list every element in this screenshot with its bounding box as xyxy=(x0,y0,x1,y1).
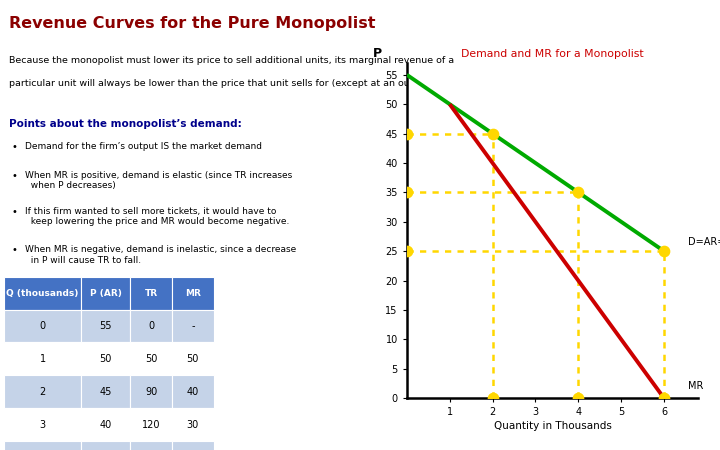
Bar xyxy=(130,375,172,408)
Bar xyxy=(81,310,130,342)
Point xyxy=(658,395,670,402)
Text: 30: 30 xyxy=(186,419,199,430)
Point xyxy=(401,248,413,255)
Text: P: P xyxy=(373,47,382,60)
Text: 40: 40 xyxy=(186,387,199,397)
Point xyxy=(487,130,498,137)
Text: If this firm wanted to sell more tickets, it would have to
  keep lowering the p: If this firm wanted to sell more tickets… xyxy=(24,207,289,226)
Bar xyxy=(4,342,81,375)
Bar xyxy=(81,441,130,450)
Text: 45: 45 xyxy=(99,387,112,397)
Bar xyxy=(130,342,172,375)
Bar xyxy=(4,277,81,310)
Bar xyxy=(172,375,214,408)
Text: 1: 1 xyxy=(40,354,45,364)
Text: 0: 0 xyxy=(148,321,154,331)
Bar xyxy=(4,375,81,408)
Point xyxy=(572,395,584,402)
Point xyxy=(487,395,498,402)
Text: When MR is negative, demand is inelastic, since a decrease
  in P will cause TR : When MR is negative, demand is inelastic… xyxy=(24,245,296,265)
Point xyxy=(658,248,670,255)
Bar xyxy=(81,408,130,441)
Text: Q (thousands): Q (thousands) xyxy=(6,289,78,298)
Text: Points about the monopolist’s demand:: Points about the monopolist’s demand: xyxy=(9,119,242,129)
Text: MR: MR xyxy=(688,382,703,392)
Text: MR: MR xyxy=(185,289,201,298)
Bar xyxy=(172,441,214,450)
Bar xyxy=(4,310,81,342)
Text: 0: 0 xyxy=(40,321,45,331)
Text: 90: 90 xyxy=(145,387,158,397)
Bar xyxy=(4,408,81,441)
Text: •: • xyxy=(12,207,17,217)
Bar xyxy=(172,408,214,441)
Title: Demand and MR for a Monopolist: Demand and MR for a Monopolist xyxy=(462,50,644,59)
Bar xyxy=(4,441,81,450)
Text: 50: 50 xyxy=(145,354,158,364)
Bar xyxy=(130,408,172,441)
Text: Because the monopolist must lower its price to sell additional units, its margin: Because the monopolist must lower its pr… xyxy=(9,56,454,65)
Text: Demand for the firm’s output IS the market demand: Demand for the firm’s output IS the mark… xyxy=(24,142,261,151)
Point xyxy=(572,189,584,196)
Text: 120: 120 xyxy=(142,419,161,430)
Bar xyxy=(172,277,214,310)
Text: •: • xyxy=(12,142,17,152)
Text: particular unit will always be lower than the price that unit sells for (except : particular unit will always be lower tha… xyxy=(9,79,458,88)
Bar xyxy=(172,342,214,375)
Point xyxy=(401,189,413,196)
X-axis label: Quantity in Thousands: Quantity in Thousands xyxy=(494,422,611,432)
Text: •: • xyxy=(12,171,17,181)
Bar xyxy=(81,277,130,310)
Text: -: - xyxy=(191,321,194,331)
Text: TR: TR xyxy=(145,289,158,298)
Bar xyxy=(81,342,130,375)
Bar xyxy=(172,310,214,342)
Text: P (AR): P (AR) xyxy=(90,289,122,298)
Text: 3: 3 xyxy=(40,419,45,430)
Text: When MR is positive, demand is elastic (since TR increases
  when P decreases): When MR is positive, demand is elastic (… xyxy=(24,171,292,190)
Text: 2: 2 xyxy=(40,387,45,397)
Text: 55: 55 xyxy=(99,321,112,331)
Text: 50: 50 xyxy=(186,354,199,364)
Text: •: • xyxy=(12,245,17,255)
Text: Revenue Curves for the Pure Monopolist: Revenue Curves for the Pure Monopolist xyxy=(9,16,376,31)
Bar xyxy=(130,441,172,450)
Text: 50: 50 xyxy=(99,354,112,364)
Bar xyxy=(130,277,172,310)
Text: D=AR=P: D=AR=P xyxy=(688,238,720,248)
Text: 40: 40 xyxy=(99,419,112,430)
Point xyxy=(401,130,413,137)
Bar xyxy=(81,375,130,408)
Bar xyxy=(130,310,172,342)
